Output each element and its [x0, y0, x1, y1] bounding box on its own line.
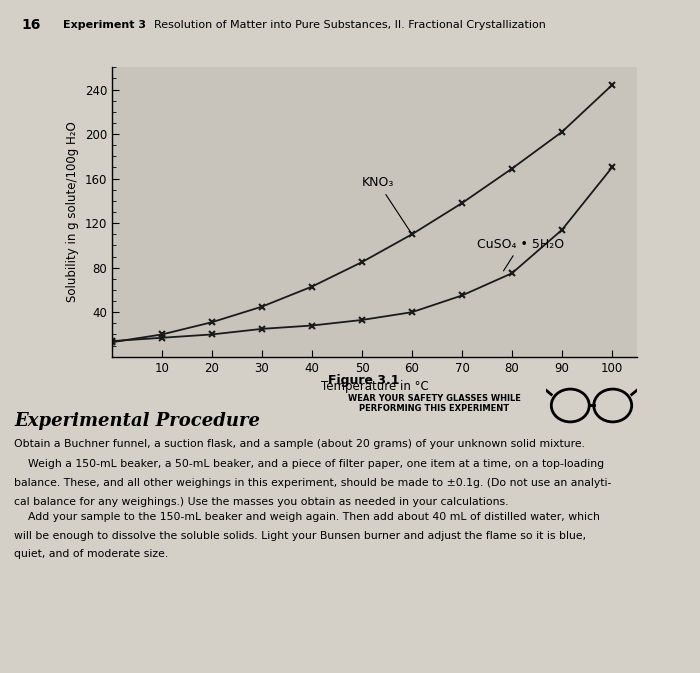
Text: cal balance for any weighings.) Use the masses you obtain as needed in your calc: cal balance for any weighings.) Use the … [14, 497, 508, 507]
Text: Weigh a 150-mL beaker, a 50-mL beaker, and a piece of filter paper, one item at : Weigh a 150-mL beaker, a 50-mL beaker, a… [14, 459, 604, 469]
Text: KNO₃: KNO₃ [362, 176, 410, 232]
Text: Figure 3.1: Figure 3.1 [328, 374, 400, 386]
Text: PERFORMING THIS EXPERIMENT: PERFORMING THIS EXPERIMENT [359, 404, 509, 413]
Text: quiet, and of moderate size.: quiet, and of moderate size. [14, 549, 168, 559]
Text: Experiment 3: Experiment 3 [63, 20, 146, 30]
Text: Resolution of Matter into Pure Substances, II. Fractional Crystallization: Resolution of Matter into Pure Substance… [147, 20, 546, 30]
Text: CuSO₄ • 5H₂O: CuSO₄ • 5H₂O [477, 238, 564, 271]
Text: Obtain a Buchner funnel, a suction flask, and a sample (about 20 grams) of your : Obtain a Buchner funnel, a suction flask… [14, 439, 585, 450]
Text: Experimental Procedure: Experimental Procedure [14, 412, 260, 430]
X-axis label: Temperature in °C: Temperature in °C [321, 380, 428, 393]
Text: 16: 16 [21, 18, 41, 32]
Y-axis label: Solubility in g solute/100g H₂O: Solubility in g solute/100g H₂O [66, 122, 79, 302]
Text: Add your sample to the 150-mL beaker and weigh again. Then add about 40 mL of di: Add your sample to the 150-mL beaker and… [14, 511, 600, 522]
Text: WEAR YOUR SAFETY GLASSES WHILE: WEAR YOUR SAFETY GLASSES WHILE [348, 394, 520, 402]
Text: will be enough to dissolve the soluble solids. Light your Bunsen burner and adju: will be enough to dissolve the soluble s… [14, 530, 586, 540]
Text: balance. These, and all other weighings in this experiment, should be made to ±0: balance. These, and all other weighings … [14, 478, 611, 488]
